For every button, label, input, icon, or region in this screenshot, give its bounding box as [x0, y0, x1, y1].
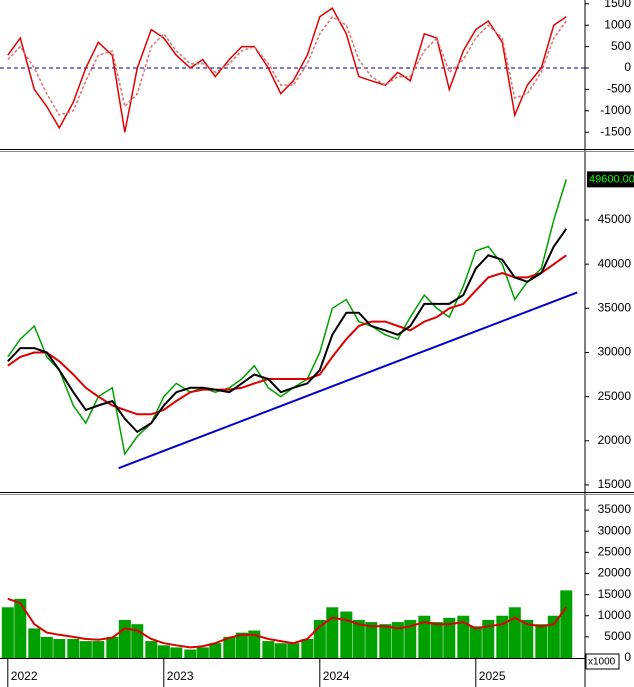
volume-bar — [170, 647, 183, 658]
volume-bar — [262, 641, 275, 658]
x-tick-label: 2025 — [479, 669, 506, 683]
volume-bar — [184, 649, 197, 658]
volume-bar — [469, 626, 482, 658]
y-tick-label: 15000 — [598, 587, 632, 601]
volume-bar — [248, 630, 261, 658]
volume-bar — [340, 611, 353, 658]
y-tick-label: 0 — [624, 60, 631, 74]
last-price-label: 49600.00 — [589, 173, 634, 185]
volume-bar — [379, 624, 392, 658]
volume-bar — [40, 636, 53, 658]
y-tick-label: 0 — [624, 650, 631, 664]
y-tick-label: 35000 — [598, 300, 632, 314]
volume-bar — [521, 619, 534, 658]
y-tick-label: 5000 — [604, 629, 631, 643]
volume-bar — [418, 615, 431, 658]
series-line — [7, 597, 568, 649]
y-tick-label: 20000 — [598, 433, 632, 447]
y-tick-label: 15000 — [598, 477, 632, 491]
volume-bar — [496, 615, 509, 658]
y-tick-label: 35000 — [598, 502, 632, 516]
volume-bar — [457, 615, 470, 658]
volume-bar — [443, 617, 456, 658]
volume-bar — [223, 636, 236, 658]
x-tick-label: 2022 — [11, 669, 38, 683]
y-tick-label: 25000 — [598, 545, 632, 559]
volume-bar — [157, 645, 170, 658]
volume-bar — [53, 638, 66, 658]
series-line — [7, 179, 568, 456]
y-tick-label: 40000 — [598, 256, 632, 270]
volume-bar — [535, 624, 548, 658]
volume-bar — [547, 615, 560, 658]
volume-bar — [287, 643, 300, 658]
last-price-box — [587, 171, 634, 188]
x-tick-label: 2023 — [167, 669, 194, 683]
x-tick-label: 2024 — [323, 669, 350, 683]
volume-bar — [301, 638, 314, 658]
volume-bar — [352, 619, 365, 658]
volume-bar — [482, 619, 495, 658]
volume-bar — [145, 641, 158, 658]
series-line — [7, 228, 568, 434]
volume-bar — [79, 641, 92, 658]
volume-bar — [28, 628, 41, 658]
y-tick-label: -1000 — [600, 103, 631, 117]
volume-bar — [118, 619, 131, 658]
y-tick-label: 30000 — [598, 523, 632, 537]
volume-bar — [560, 590, 573, 658]
series-line — [7, 15, 567, 116]
volume-bar — [404, 619, 417, 658]
volume-bar — [326, 607, 339, 658]
volume-bar — [67, 638, 80, 658]
y-tick-label: 10000 — [598, 608, 632, 622]
y-tick-label: 25000 — [598, 389, 632, 403]
y-tick-label: 500 — [611, 39, 631, 53]
volume-bar — [196, 647, 209, 658]
volume-bar — [14, 598, 27, 658]
volume-bar — [1, 607, 14, 658]
volume-bar — [365, 622, 378, 658]
unit-box — [585, 653, 620, 670]
volume-bar — [391, 622, 404, 658]
y-tick-label: 45000 — [598, 212, 632, 226]
series-line — [7, 254, 567, 416]
volume-bar — [508, 607, 521, 658]
y-tick-label: 20000 — [598, 566, 632, 580]
series-line — [7, 7, 567, 133]
y-tick-label: 1500 — [604, 0, 631, 10]
y-tick-label: -500 — [607, 82, 631, 96]
volume-bar — [274, 643, 287, 658]
y-tick-label: 1000 — [604, 17, 631, 31]
volume-bar — [430, 622, 443, 658]
trend-line — [118, 291, 578, 470]
volume-bar — [92, 641, 105, 658]
unit-label: x1000 — [588, 657, 616, 668]
volume-bar — [106, 636, 119, 658]
y-tick-label: 30000 — [598, 345, 632, 359]
volume-bar — [235, 632, 248, 658]
y-tick-label: -1500 — [600, 124, 631, 138]
volume-bar — [209, 643, 222, 658]
